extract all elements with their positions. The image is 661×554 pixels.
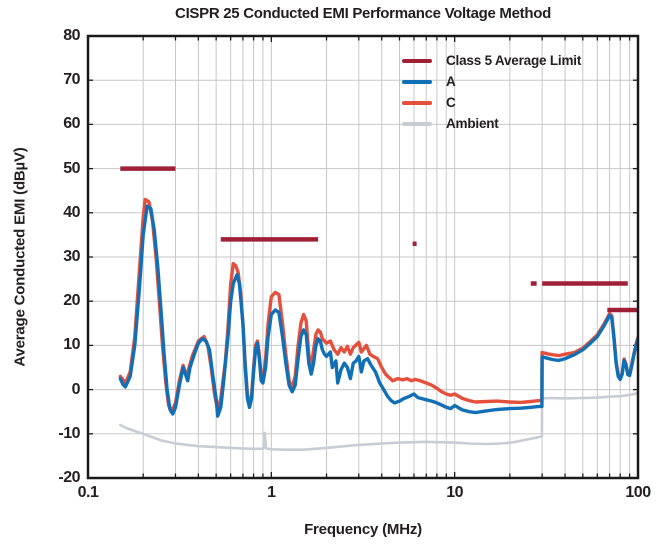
y-tick-label: 0 (71, 380, 81, 398)
legend-swatch-a (402, 79, 432, 84)
x-tick-label: 1 (267, 484, 276, 501)
chart-title: CISPR 25 Conducted EMI Performance Volta… (175, 5, 551, 22)
legend-label: C (446, 95, 456, 110)
legend-label: Class 5 Average Limit (446, 53, 582, 68)
legend-item: Ambient (402, 113, 581, 134)
x-axis-label: Frequency (MHz) (304, 521, 422, 538)
y-tick-label: 40 (63, 203, 80, 221)
x-tick-label: 10 (446, 484, 464, 501)
y-tick-label: 10 (63, 336, 80, 354)
legend-item: Class 5 Average Limit (402, 50, 581, 71)
x-tick-label: 0.1 (77, 484, 99, 501)
y-tick-label: 60 (63, 115, 80, 133)
legend-swatch-c (402, 100, 432, 105)
grid-lines (88, 36, 638, 478)
y-tick-label: 30 (63, 248, 80, 265)
legend-swatch-ambient (402, 121, 432, 126)
legend-swatch-limit (402, 58, 432, 63)
x-tick-label: 100 (625, 484, 651, 501)
class5-average-limit-lines (120, 166, 638, 313)
legend-label: A (446, 74, 456, 89)
y-tick-label: -20 (58, 469, 80, 486)
legend: Class 5 Average Limit A C Ambient (402, 50, 581, 134)
legend-label: Ambient (446, 116, 499, 131)
series-ambient-line (119, 391, 638, 451)
y-tick-label: 70 (63, 71, 80, 89)
y-tick-label: -10 (58, 424, 80, 442)
series-a-line (118, 204, 638, 418)
legend-item: A (402, 71, 581, 92)
plot-frame (86, 34, 640, 480)
y-tick-label: 20 (63, 292, 80, 310)
y-tick-label: 50 (63, 159, 80, 177)
y-axis-label: Average Conducted EMI (dBµV) (11, 147, 29, 367)
y-tick-label: 80 (63, 27, 80, 44)
legend-item: C (402, 92, 581, 113)
